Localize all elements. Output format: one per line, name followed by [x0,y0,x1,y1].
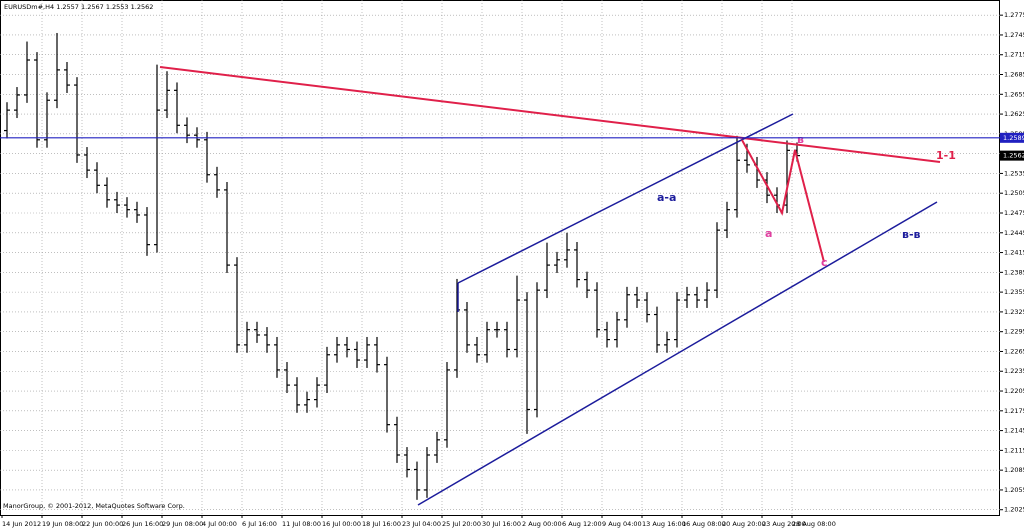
y-tick-label: 1.2055 [1004,486,1024,494]
symbol-header: EURUSDm#,H4 1.2557 1.2567 1.2553 1.2562 [4,3,153,11]
annotation: в-в [902,228,921,241]
x-tick-label: 13 Aug 16:00 [642,520,686,528]
y-tick-label: 1.2505 [1004,189,1024,197]
y-tick-label: 1.2295 [1004,328,1024,336]
y-tick-label: 1.2355 [1004,288,1024,296]
x-tick-label: 29 Jun 08:00 [162,520,203,528]
x-tick-label: 30 Jul 16:00 [482,520,521,528]
y-tick-label: 1.2115 [1004,446,1024,454]
x-tick-label: 20 Aug 20:00 [722,520,766,528]
resistance-line [159,66,941,163]
x-tick-label: 9 Aug 04:00 [602,520,642,528]
x-tick-label: 2 Aug 00:00 [522,520,562,528]
y-tick-label: 1.2025 [1004,506,1024,514]
y-tick-label: 1.2775 [1004,11,1024,19]
y-tick-label: 1.2265 [1004,347,1024,355]
x-tick-label: 11 Jul 08:00 [282,520,321,528]
x-tick-label: 23 Aug 20:00 [762,520,806,528]
x-tick-label: 23 Jul 04:00 [402,520,441,528]
wave-path [741,139,825,263]
y-tick-label: 1.2475 [1004,209,1024,217]
copyright: ManorGroup, © 2001-2012, MetaQuotes Soft… [3,502,185,510]
annotation: a [765,227,772,240]
annotation: a-a [657,191,676,204]
y-tick-label: 1.2445 [1004,229,1024,237]
y-tick-label: 1.2655 [1004,90,1024,98]
x-tick-label: 4 Jul 00:00 [202,520,237,528]
x-tick-label: 16 Aug 08:00 [682,520,726,528]
x-tick-label: 14 Jun 2012 [2,520,41,528]
y-tick-label: 1.2175 [1004,407,1024,415]
x-tick-label: 26 Jun 16:00 [122,520,163,528]
y-tick-label: 1.2325 [1004,308,1024,316]
annotation: в [797,133,804,146]
channel-upper [457,113,794,284]
y-tick-label: 1.2235 [1004,367,1024,375]
channel-lower [417,201,938,506]
price-label-box [1000,150,1024,161]
y-tick-label: 1.2535 [1004,169,1024,177]
x-tick-label: 25 Jul 20:00 [442,520,481,528]
level-label-box [1000,132,1024,143]
y-tick-label: 1.2715 [1004,51,1024,59]
x-tick-label: 6 Jul 16:00 [242,520,277,528]
y-tick-label: 1.2745 [1004,31,1024,39]
y-tick-label: 1.2205 [1004,387,1024,395]
x-tick-label: 19 Jun 08:00 [42,520,83,528]
x-tick-label: 22 Jun 00:00 [82,520,123,528]
x-tick-label: 28 Aug 08:00 [792,520,836,528]
y-tick-label: 1.2085 [1004,466,1024,474]
annotation: c [821,256,828,269]
y-tick-label: 1.2385 [1004,268,1024,276]
x-tick-label: 18 Jul 16:00 [362,520,401,528]
level-label: 1.2589 [1003,134,1024,142]
y-tick-label: 1.2415 [1004,249,1024,257]
plot-frame [0,0,1000,516]
price-label: 1.2562 [1003,152,1024,160]
y-tick-label: 1.2625 [1004,110,1024,118]
x-tick-label: 6 Aug 12:00 [562,520,602,528]
x-tick-label: 16 Jul 00:00 [322,520,361,528]
y-tick-label: 1.2145 [1004,427,1024,435]
y-tick-label: 1.2685 [1004,71,1024,79]
annotation: 1-1 [936,149,956,162]
